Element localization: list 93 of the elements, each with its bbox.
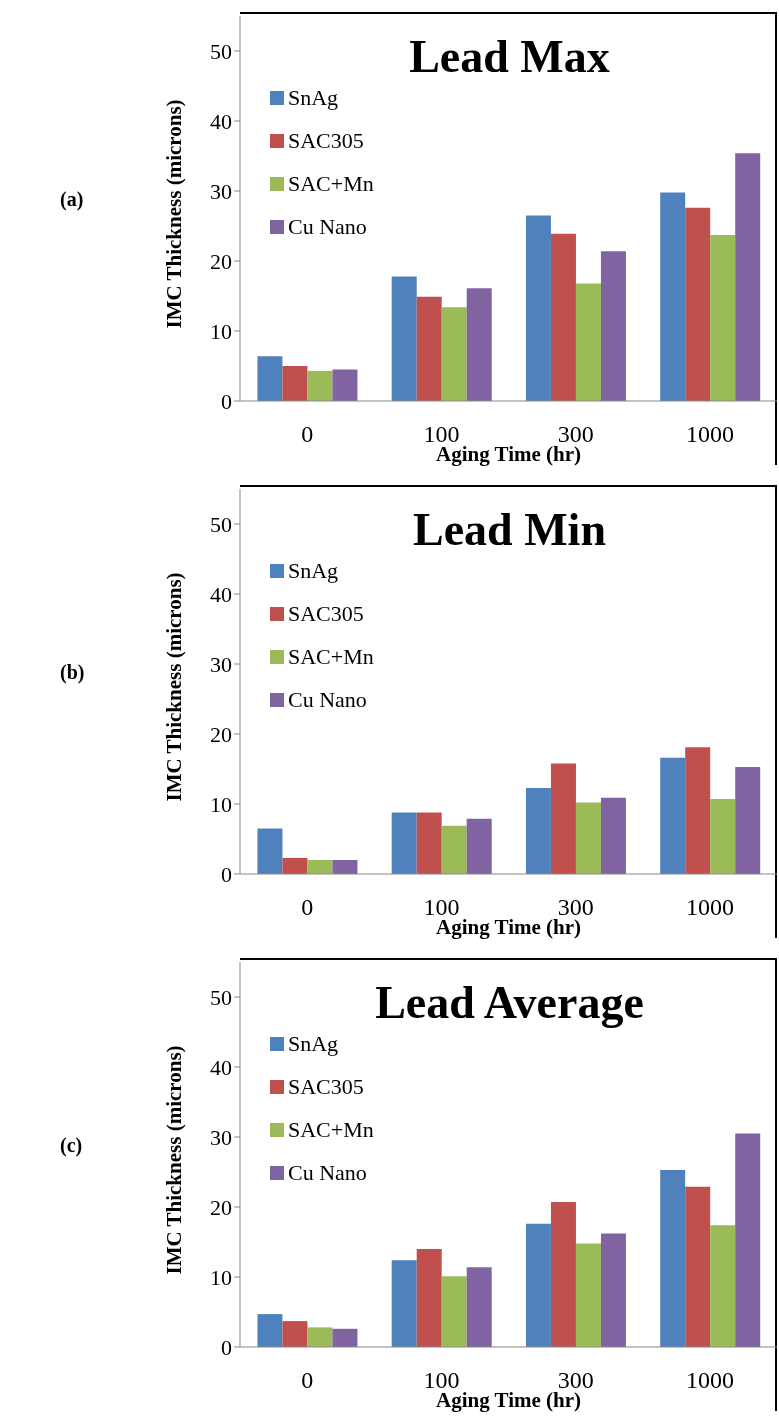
legend-label: SAC+Mn [288, 170, 374, 197]
legend-label: Cu Nano [288, 213, 367, 240]
bar [441, 1276, 467, 1347]
bar [332, 860, 358, 874]
text: (b) [60, 661, 85, 684]
y-tick-label: 50 [210, 511, 232, 537]
y-tick-label: 30 [210, 1124, 232, 1150]
legend-label: SnAg [288, 557, 339, 584]
bar [391, 276, 417, 401]
bar [735, 1133, 761, 1347]
y-tick-label: 10 [210, 1264, 232, 1290]
y-tick-label: 0 [221, 388, 232, 414]
bar [441, 307, 467, 401]
bar [660, 1169, 686, 1347]
bar [600, 251, 626, 401]
bar [282, 1321, 308, 1347]
bar [525, 215, 551, 401]
legend-label: Cu Nano [288, 1159, 367, 1186]
bar [525, 1223, 551, 1347]
bar [575, 283, 601, 401]
bar [391, 1260, 417, 1347]
bar [710, 1225, 736, 1347]
bar [257, 356, 283, 401]
chart-title: Lead Average [374, 976, 645, 1029]
bar [282, 366, 308, 401]
legend-label: SAC+Mn [288, 643, 374, 670]
bar [735, 153, 761, 401]
y-tick-label: 40 [210, 1054, 232, 1080]
y-tick-label: 50 [210, 984, 232, 1010]
legend-label: SnAg [288, 1030, 339, 1057]
bar [685, 1186, 711, 1347]
y-tick-label: 40 [210, 108, 232, 134]
bar [416, 296, 442, 401]
bar [257, 1314, 283, 1347]
x-tick-label: 1000 [685, 421, 734, 448]
y-tick-label: 0 [221, 861, 232, 887]
bar [550, 763, 576, 874]
chart-title: Lead Max [408, 30, 611, 83]
legend-label: SAC305 [288, 1073, 364, 1100]
chart-title: Lead Min [412, 503, 607, 556]
legend-label: SAC305 [288, 600, 364, 627]
y-tick-label: 0 [221, 1334, 232, 1360]
legend-label: Cu Nano [288, 686, 367, 713]
y-tick-label: 30 [210, 651, 232, 677]
bar [307, 860, 333, 874]
bar [600, 797, 626, 874]
bar [282, 857, 308, 874]
bar [685, 207, 711, 401]
bar [660, 192, 686, 401]
y-tick-label: 10 [210, 791, 232, 817]
bar [735, 766, 761, 874]
bar [257, 828, 283, 874]
bar [575, 802, 601, 874]
y-axis-title: IMC Thickness (microns) [162, 572, 187, 802]
x-tick-label: 0 [301, 894, 314, 921]
legend-label: SAC305 [288, 127, 364, 154]
y-tick-label: 20 [210, 248, 232, 274]
bar [466, 818, 492, 874]
legend-label: SAC+Mn [288, 1116, 374, 1143]
bar [550, 1202, 576, 1347]
bar [332, 1328, 358, 1347]
bar [710, 799, 736, 874]
x-tick-label: 1000 [685, 1367, 734, 1394]
bar [466, 1267, 492, 1347]
bar [307, 370, 333, 401]
bar [550, 233, 576, 401]
x-tick-label: 0 [301, 1367, 314, 1394]
bar [332, 369, 358, 401]
y-axis-title: IMC Thickness (microns) [162, 1045, 187, 1275]
y-tick-label: 50 [210, 38, 232, 64]
bar [391, 812, 417, 874]
y-tick-label: 40 [210, 581, 232, 607]
bar [525, 787, 551, 874]
bar [685, 747, 711, 874]
x-tick-label: 0 [301, 421, 314, 448]
y-tick-label: 20 [210, 721, 232, 747]
x-tick-label: 1000 [685, 894, 734, 921]
legend-label: SnAg [288, 84, 339, 111]
bar [710, 235, 736, 401]
bar [441, 825, 467, 874]
y-tick-label: 20 [210, 1194, 232, 1220]
bar [416, 812, 442, 874]
y-tick-label: 30 [210, 178, 232, 204]
y-tick-label: 10 [210, 318, 232, 344]
bar [600, 1233, 626, 1347]
bar [660, 757, 686, 874]
text: (c) [60, 1134, 83, 1157]
bar [575, 1243, 601, 1347]
bar [466, 288, 492, 401]
y-axis-title: IMC Thickness (microns) [162, 99, 187, 329]
bar [416, 1249, 442, 1347]
text: (a) [60, 188, 84, 211]
bar [307, 1327, 333, 1347]
